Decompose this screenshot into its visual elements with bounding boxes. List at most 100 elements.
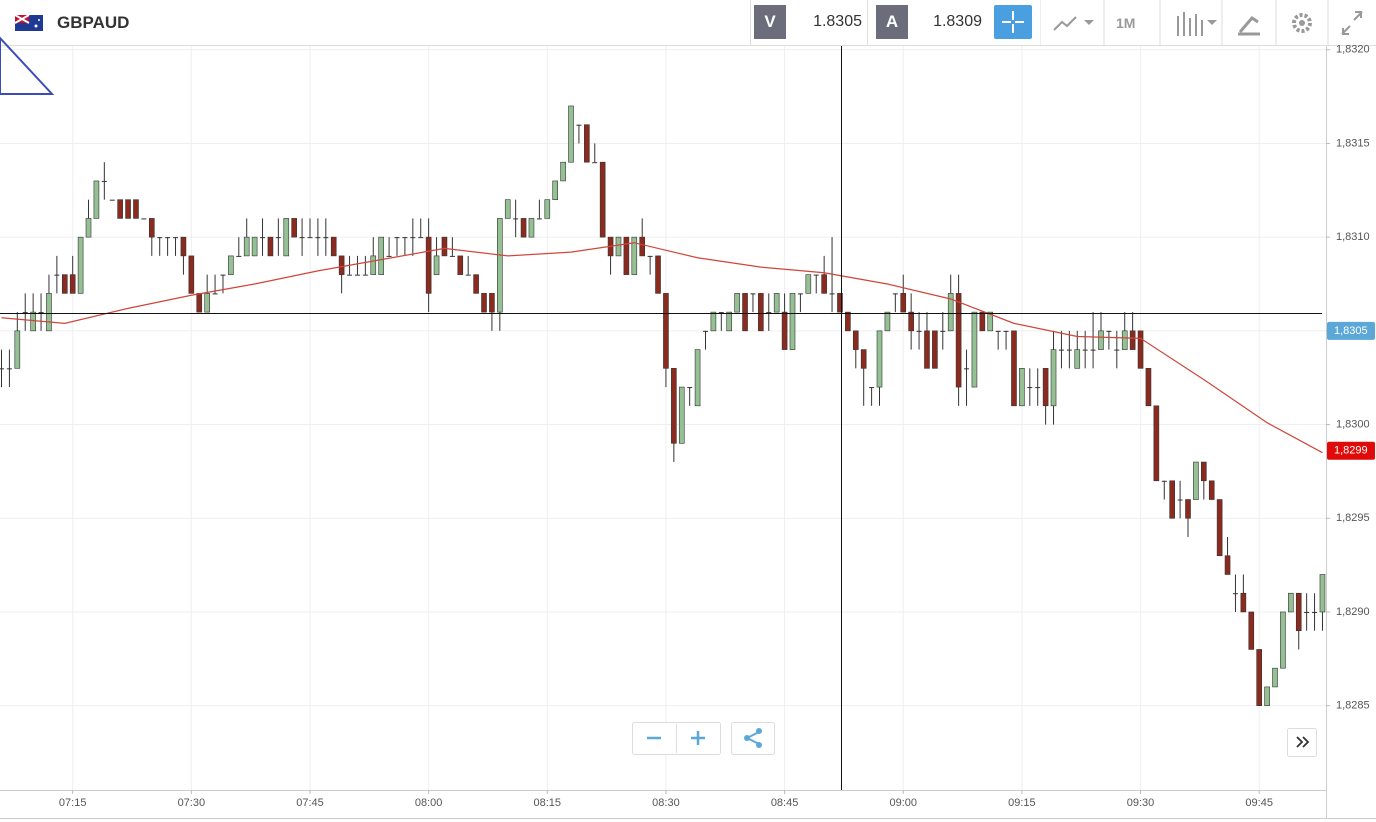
candle-body (639, 236, 646, 257)
candle-body (236, 255, 242, 257)
candle-body (425, 236, 432, 294)
x-tick-label: 07:30 (178, 797, 206, 809)
candle-body (852, 330, 859, 350)
candle-body (584, 124, 590, 163)
candle-body (1201, 461, 1207, 482)
candle-body (702, 330, 708, 332)
candle-body (441, 236, 448, 257)
moving-average (1, 242, 1323, 454)
candle-body (694, 349, 701, 407)
candle-body (718, 312, 724, 314)
candle-body (1240, 592, 1247, 613)
candle-body (157, 237, 163, 239)
candle-body (386, 255, 392, 257)
candle-body (955, 293, 962, 388)
candle-body (1248, 611, 1255, 650)
candle-body (884, 311, 891, 332)
candle-body (85, 218, 92, 238)
candle-body (876, 330, 883, 388)
candle-body (821, 274, 827, 294)
candle-body (1169, 480, 1175, 519)
candle-body (1319, 574, 1326, 613)
candle-body (1295, 592, 1302, 632)
candle-body (148, 218, 155, 238)
candle-body (766, 312, 772, 314)
candle-body (536, 218, 542, 220)
candle-body (552, 180, 559, 200)
candle-body (1003, 330, 1009, 332)
candle-body (1232, 593, 1238, 595)
candle-body (892, 293, 898, 295)
candle-body (133, 199, 139, 219)
candle-body (69, 274, 76, 294)
candle-body (378, 236, 384, 275)
sell-label[interactable]: V (754, 5, 786, 39)
candle-body (1050, 349, 1057, 407)
timeframe[interactable]: 1M (1116, 15, 1136, 31)
candle-body (394, 237, 400, 239)
candle-body (109, 199, 115, 201)
triangle-drawing[interactable] (0, 36, 55, 95)
candle-body (402, 237, 408, 239)
zoom-controls (632, 722, 1317, 757)
price-marker-label: 1,8305 (1334, 325, 1368, 337)
price-marker-label: 1,8299 (1334, 445, 1368, 457)
candle-body (726, 311, 733, 332)
tool-icons[interactable] (1040, 0, 1376, 46)
toolbar: GBPAUD V 1.8305 A 1.8309 1M (0, 0, 1376, 46)
x-tick-label: 07:45 (296, 797, 324, 809)
candle-body (220, 274, 226, 276)
candle-body (987, 311, 994, 332)
candle-body (117, 199, 123, 219)
buy-price[interactable]: 1.8309 (933, 13, 982, 30)
candle-body (275, 237, 281, 239)
candle-body (734, 293, 740, 313)
candle-body (1193, 461, 1199, 500)
x-tick-label: 09:15 (1008, 797, 1036, 809)
candle-body (576, 124, 582, 126)
crosshair-button[interactable] (994, 5, 1032, 39)
share-button[interactable] (731, 722, 775, 755)
candle-body (38, 312, 44, 314)
sell-box[interactable] (750, 0, 868, 46)
candle-body (449, 255, 455, 257)
candle-body (1114, 349, 1120, 351)
candle-body (61, 274, 68, 294)
candle-body (947, 293, 954, 332)
candle-body (497, 218, 503, 313)
candle-body (1042, 368, 1049, 407)
candle-body (1129, 330, 1136, 350)
candle-body (180, 236, 187, 257)
buy-label[interactable]: A (876, 5, 908, 39)
candle-body (251, 236, 258, 257)
candle-body (93, 180, 100, 219)
flag-icon (15, 15, 43, 31)
candle-body (513, 218, 519, 220)
candle-body (908, 311, 914, 332)
zoom-in[interactable] (691, 731, 705, 745)
candle-body (1153, 405, 1160, 482)
x-tick-label: 08:15 (534, 797, 562, 809)
candle-body (592, 162, 598, 164)
candle-body (742, 293, 748, 332)
candle-body (362, 274, 368, 276)
candle-body (544, 199, 551, 219)
candle-body (504, 199, 511, 219)
candle-body (291, 218, 297, 238)
candle-body (1106, 330, 1112, 332)
candle-body (773, 293, 780, 313)
sell-price[interactable]: 1.8305 (813, 13, 862, 30)
candle-body (1074, 349, 1081, 369)
candle-body (1019, 368, 1025, 407)
candle-body (465, 274, 471, 276)
candle-body (900, 293, 907, 313)
candle-body (77, 236, 84, 294)
candle-body (283, 218, 290, 257)
candle-body (1058, 349, 1064, 351)
candle-body (1185, 499, 1191, 519)
candle-body (481, 293, 487, 313)
candle-body (568, 105, 574, 163)
candle-body (125, 199, 131, 219)
candle-body (813, 274, 819, 276)
